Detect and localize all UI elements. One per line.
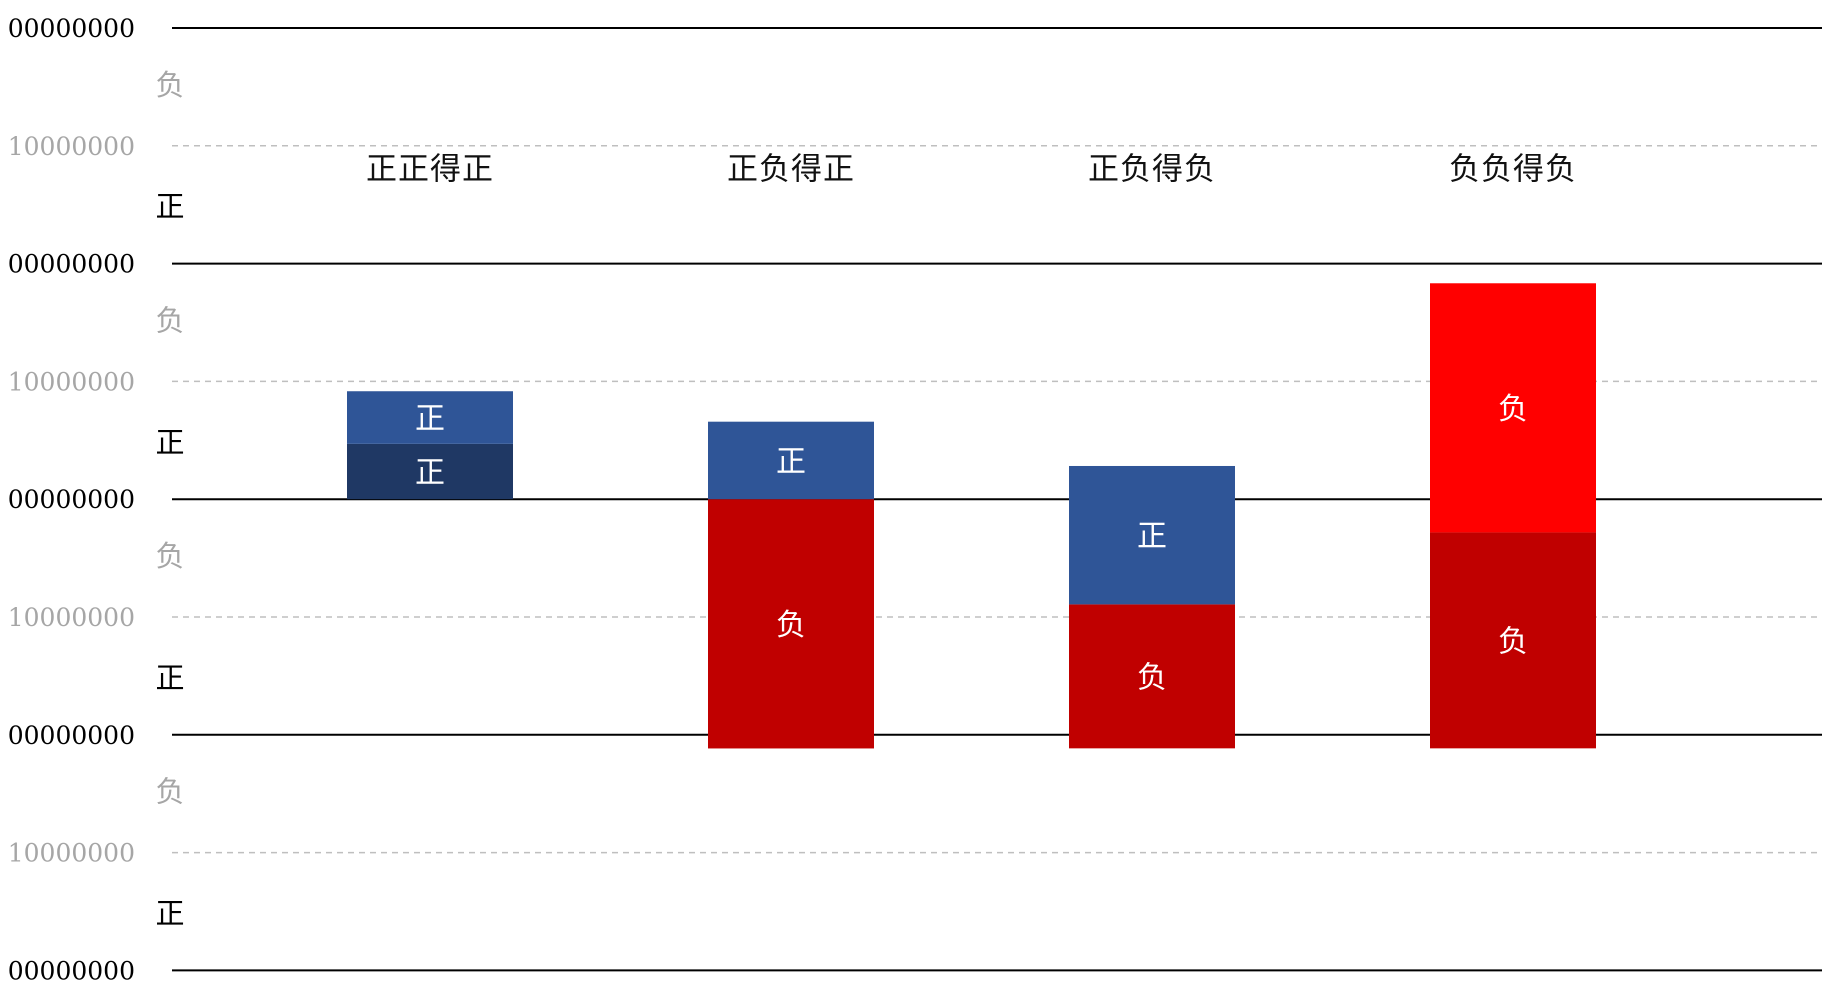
y-tick-label: 10000000 [8,132,135,161]
side-label: 正 [155,897,184,931]
bar-segment [347,391,513,444]
side-label: 负 [155,539,184,573]
bar-segment [1069,604,1235,749]
bar-segment [708,421,874,500]
y-tick-label: 00000000 [8,250,135,279]
y-tick-label: 10000000 [8,367,135,396]
bar-segment-label: 正 [415,402,445,437]
side-label: 正 [155,190,184,224]
side-label: 正 [155,661,184,695]
bar-segment-label: 负 [1498,392,1528,427]
category-label: 负负得负 [1449,151,1577,187]
side-label: 负 [155,775,184,809]
bar-segment-label: 负 [1498,624,1528,659]
y-tick-label: 00000000 [8,956,135,985]
y-tick-label: 00000000 [8,485,135,514]
bar-segment-label: 负 [776,608,806,643]
bar-segment [708,526,874,749]
y-tick-label: 10000000 [8,603,135,632]
bar-segment-label: 正 [415,456,445,491]
side-label: 负 [155,68,184,102]
side-label: 负 [155,304,184,338]
bar-segment [1430,283,1596,533]
side-label: 正 [155,425,184,459]
bar-segment-label: 正 [1137,519,1167,554]
bar-segment [1430,532,1596,749]
category-label: 正负得正 [727,151,855,187]
category-label: 正正得正 [366,151,494,187]
bar-segment [1069,465,1235,605]
bar-segment-label: 负 [1137,660,1167,695]
bar-segment [347,443,513,500]
y-tick-label: 00000000 [8,721,135,750]
category-label: 正负得负 [1088,151,1216,187]
y-tick-label: 00000000 [8,14,135,43]
bar-segment-label: 正 [776,444,806,479]
y-tick-label: 10000000 [8,839,135,868]
